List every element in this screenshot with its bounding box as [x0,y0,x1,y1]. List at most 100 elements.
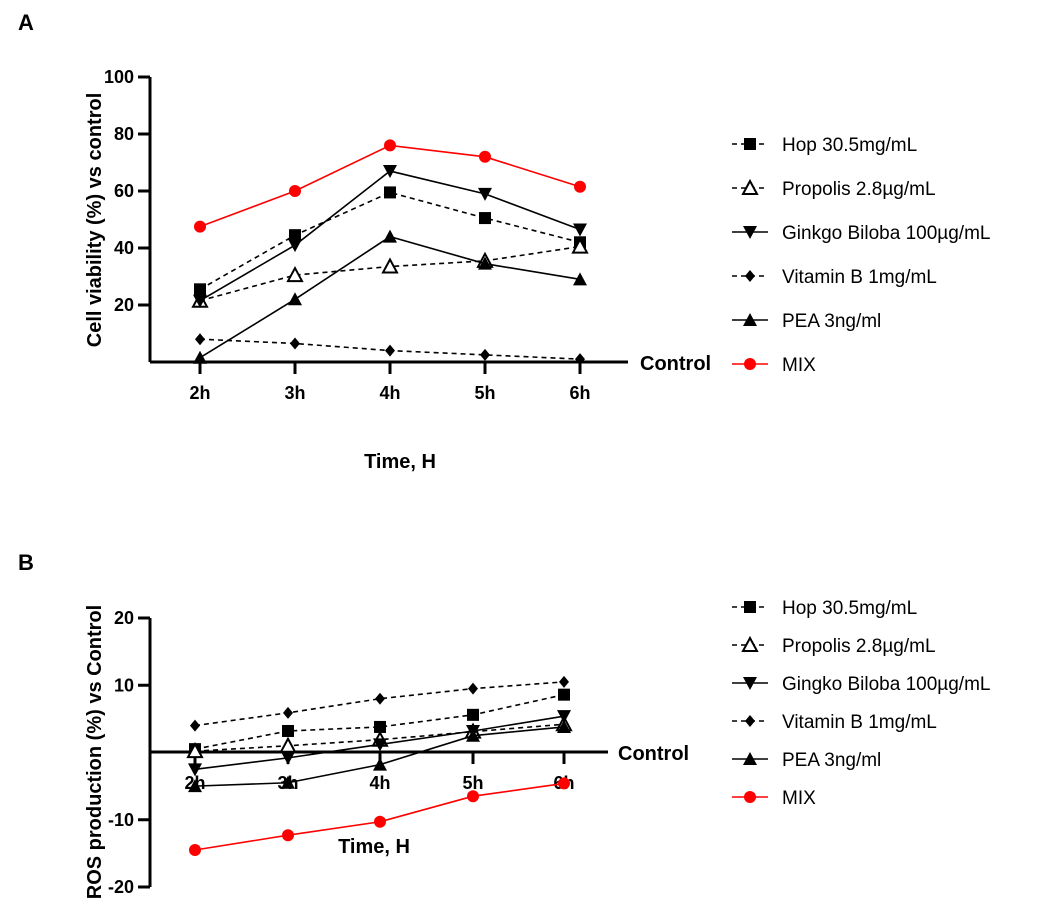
data-point [282,829,294,842]
legend-label: Gingko Biloba 100µg/mL [782,674,990,695]
data-point [478,256,492,270]
y-tick-label: 80 [114,124,134,144]
data-point [373,738,387,752]
y-axis-title: Cell viability (%) vs control [84,93,106,348]
data-point [383,229,397,243]
data-point [573,272,587,286]
legend-label: Hop 30.5mg/mL [782,598,917,619]
data-point [195,333,205,346]
y-tick-label: -20 [108,877,134,897]
legend-marker [743,313,757,326]
data-point [557,710,571,724]
series-line [199,245,581,302]
x-tick-label: 5h [474,383,495,403]
y-tick-label: 40 [114,238,134,258]
legend-marker [741,178,759,195]
series-3 [190,675,569,732]
data-point [468,682,478,695]
data-point [289,185,301,197]
data-point [374,815,386,828]
data-point [467,790,479,803]
x-tick-label: 3h [284,383,305,403]
legend-label: MIX [782,355,816,376]
data-point [557,719,571,733]
data-point [289,229,301,242]
data-point [466,728,480,742]
series-4 [188,719,571,793]
x-tick-label: 6h [569,383,590,403]
legend-marker [744,358,756,370]
data-point [479,212,491,225]
data-point [559,675,569,688]
data-point [381,257,399,274]
series-5 [194,139,586,233]
data-point [290,337,300,350]
series-line [194,723,565,752]
series-0 [194,186,586,296]
data-point [288,292,302,306]
y-tick-label: 60 [114,181,134,201]
legend-marker [743,752,757,765]
y-tick-label: 100 [104,67,134,87]
data-point [279,736,297,753]
y-tick-label: 10 [114,675,134,695]
data-point [188,763,202,777]
legend-label: MIX [782,788,816,809]
legend-marker [743,677,757,690]
data-point [385,344,395,357]
legend-label: Vitamin B 1mg/mL [782,712,937,733]
y-tick-label: -10 [108,810,134,830]
series-2 [193,165,587,308]
legend-label: PEA 3ng/ml [782,311,881,332]
series-1 [191,237,589,308]
data-point [480,348,490,361]
data-point [373,757,387,771]
legend-label: Propolis 2.8µg/mL [782,636,936,657]
panel-label: A [18,10,34,35]
legend-marker [745,715,755,727]
y-tick-label: 20 [114,295,134,315]
series-line [194,693,565,750]
legend-marker [744,601,756,613]
data-point [288,239,302,253]
series-line [199,191,581,291]
y-axis-title: ROS production (%) vs Control [84,605,106,899]
data-point [193,350,207,364]
data-point [571,237,589,254]
data-point [193,294,207,308]
legend-label: PEA 3ng/ml [782,750,881,771]
data-point [558,777,570,790]
x-tick-label: 4h [369,773,390,793]
legend-label: Propolis 2.8µg/mL [782,179,936,200]
data-point [194,220,206,233]
data-point [188,779,202,793]
panel-label: B [18,550,34,575]
legend-marker [745,270,755,282]
data-point [374,720,386,733]
legend-marker [744,791,756,803]
data-point [375,692,385,705]
legend-label: Ginkgo Biloba 100µg/mL [782,223,990,244]
data-point [383,165,397,179]
data-point [574,180,586,193]
x-tick-label: 2h [189,383,210,403]
data-point [282,724,294,737]
data-point [384,139,396,152]
data-point [194,283,206,296]
legend-label: Hop 30.5mg/mL [782,135,917,156]
baseline-label: Control [618,743,689,765]
data-point [281,751,295,765]
legend-marker [744,138,756,150]
data-point [186,742,204,759]
data-point [478,187,492,201]
x-tick-label: 5h [462,773,483,793]
x-axis-title: Time, H [338,836,410,858]
series-2 [188,710,571,777]
data-point [467,708,479,721]
data-point [575,353,585,366]
legend-marker [743,226,757,239]
x-tick-label: 4h [379,383,400,403]
data-point [189,844,201,857]
